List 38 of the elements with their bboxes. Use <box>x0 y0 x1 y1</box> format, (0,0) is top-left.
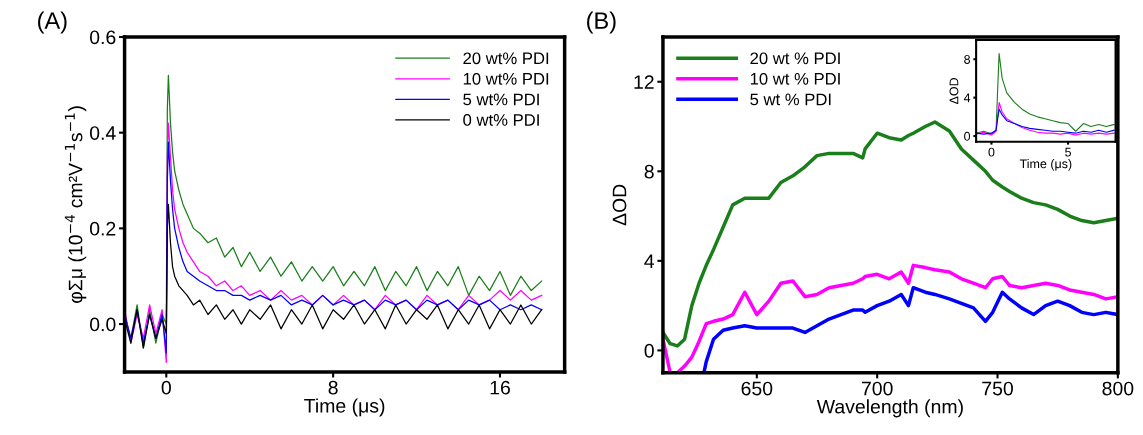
chart-title: (B) <box>587 11 616 34</box>
line-series <box>662 120 1118 348</box>
y-tick-label: 8 <box>964 55 971 64</box>
legend-label: 5 wt % PDI <box>750 93 831 106</box>
x-tick-label: 700 <box>861 381 893 396</box>
x-tick-label: 0 <box>161 380 171 395</box>
legend-label: 20 wt % PDI <box>750 52 840 65</box>
legend-label: 5 wt% PDI <box>463 93 539 106</box>
y-tick-label: 4 <box>963 93 971 103</box>
x-tick-label: 16 <box>490 380 510 395</box>
x-tick-label: 650 <box>741 381 773 396</box>
line-series <box>976 108 1115 135</box>
chart-title: (A) <box>38 11 67 34</box>
x-tick-label: 800 <box>1102 381 1134 396</box>
y-tick-label: 0 <box>964 131 971 141</box>
y-tick-label: 0.2 <box>89 221 116 236</box>
x-axis-title: Time (μs) <box>304 398 385 417</box>
y-tick-label: 8 <box>644 164 654 179</box>
line-series <box>976 52 1115 135</box>
y-tick-label: 4 <box>644 254 655 268</box>
legend-label: 0 wt% PDI <box>463 114 539 126</box>
line-series <box>702 285 1118 373</box>
x-axis-title: Wavelength (nm) <box>816 399 963 418</box>
legend-label: 20 wt% PDI <box>463 52 549 65</box>
y-tick-label: 0.4 <box>89 126 116 140</box>
y-tick-label: 0 <box>644 343 654 358</box>
x-axis-title: Time (μs) <box>1019 159 1072 171</box>
y-tick-label: 12 <box>634 75 654 89</box>
y-axis-title: ΔOD <box>949 77 959 105</box>
y-tick-label: 0.0 <box>89 317 116 332</box>
legend-label: 10 wt % PDI <box>750 72 840 85</box>
x-tick-label: 750 <box>982 381 1013 396</box>
y-axis-title: ΔOD <box>612 184 627 226</box>
x-tick-label: 5 <box>1065 147 1072 157</box>
y-axis-title: φΣμ (10$^{−4}$ cm²V$^{−1}$s$^{−1}$) <box>64 106 87 303</box>
legend-label: 10 wt% PDI <box>463 72 549 85</box>
y-tick-label: 0.6 <box>89 30 116 45</box>
x-tick-label: 8 <box>328 380 338 395</box>
